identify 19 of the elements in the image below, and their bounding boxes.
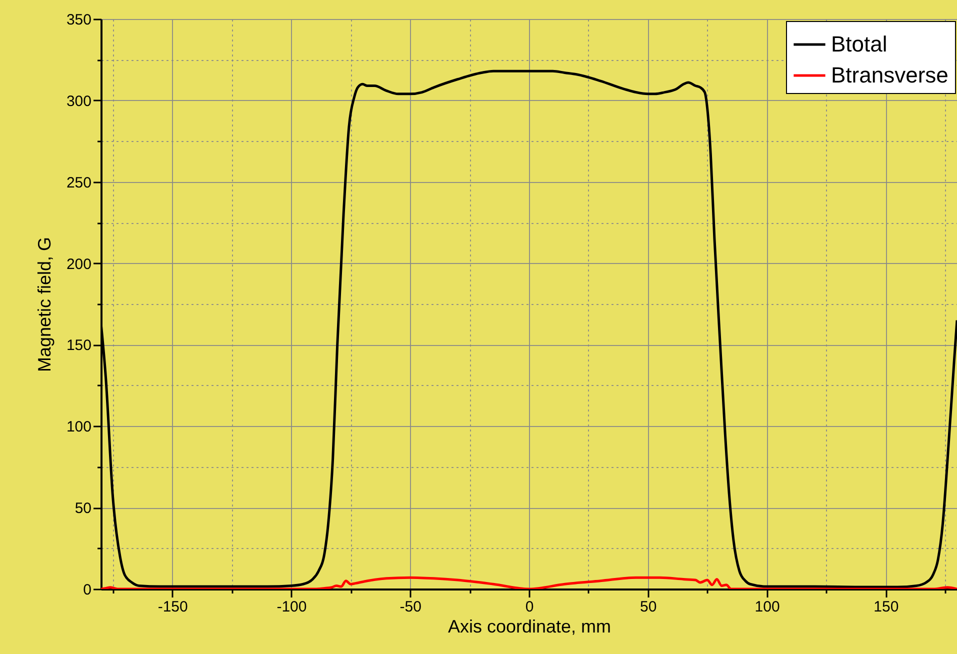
y-tick-label: 50 <box>74 500 92 518</box>
x-tick-label: -50 <box>400 598 422 616</box>
legend-label: Btotal <box>831 32 888 56</box>
x-tick-label: -100 <box>276 598 307 616</box>
y-tick-label: 250 <box>66 174 92 192</box>
y-tick-label: 300 <box>66 92 92 110</box>
y-tick-label: 0 <box>83 582 92 598</box>
x-tick-label: 100 <box>754 598 780 616</box>
x-tick-label: 150 <box>874 598 899 616</box>
x-tick-label: -150 <box>158 598 188 616</box>
y-tick-label: 150 <box>66 337 92 354</box>
y-tick-label: 350 <box>66 12 92 28</box>
y-axis-title: Magnetic field, G <box>34 236 54 372</box>
x-axis-title: Axis coordinate, mm <box>448 616 612 636</box>
y-tick-label: 100 <box>66 418 92 436</box>
x-tick-label: 50 <box>640 598 657 616</box>
legend-label: Btransverse <box>831 62 948 88</box>
x-tick-label: 0 <box>525 598 534 616</box>
y-tick-label: 200 <box>66 256 92 273</box>
